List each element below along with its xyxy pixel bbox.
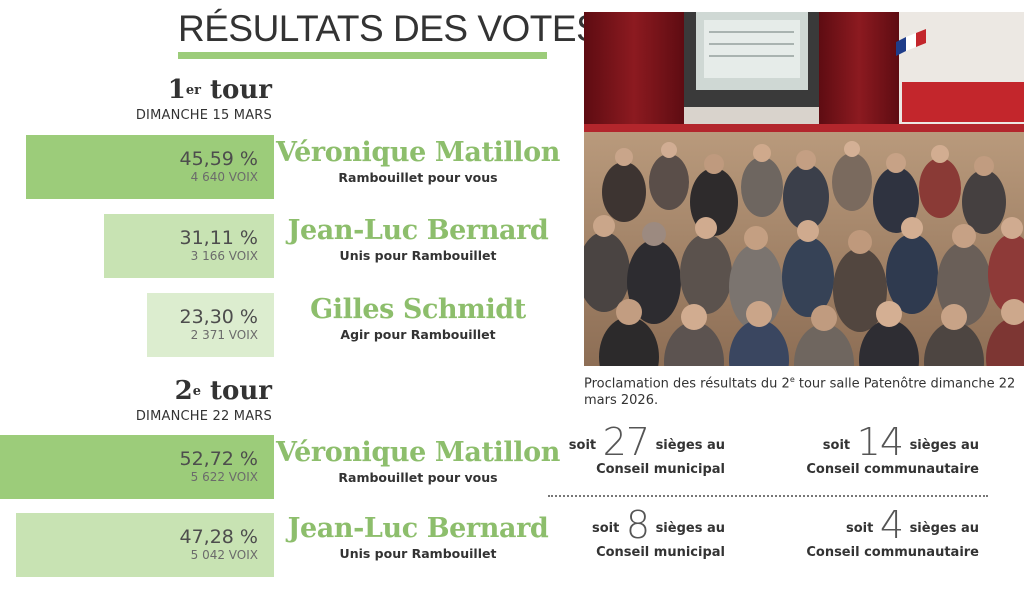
crowd-hall-illustration [584,12,1024,366]
round1-bar-schmidt: 23,30 % 2 371 VOIX [147,293,274,357]
candidate-name: Jean-Luc Bernard [287,513,549,544]
candidate-list: Rambouillet pour vous [338,470,498,485]
candidate-list: Rambouillet pour vous [338,170,498,185]
round2-date: DIMANCHE 22 MARS [135,409,272,424]
round2-header: 2e tour DIMANCHE 22 MARS [136,377,272,424]
round2-votes-matillon: 5 622 VOIX [190,470,258,484]
round1-candidate-bernard: Jean-Luc Bernard Unis pour Rambouillet [273,215,563,264]
round1-candidate-schmidt: Gilles Schmidt Agir pour Rambouillet [273,294,563,343]
seat-count: 4 [879,503,904,547]
round1-votes-schmidt: 2 371 VOIX [190,328,258,342]
seat-count: 27 [602,420,650,464]
round1-header: 1er tour DIMANCHE 15 MARS [136,76,272,123]
round2-bar-matillon: 52,72 % 5 622 VOIX [0,435,274,499]
round1-title: 1er tour [167,75,272,105]
candidate-name: Gilles Schmidt [310,294,526,325]
seat-body: Conseil communautaire [806,545,979,560]
candidate-name: Véronique Matillon [276,137,560,168]
round1-candidate-matillon: Véronique Matillon Rambouillet pour vous [273,137,563,186]
proclamation-photo [584,12,1024,366]
round1-percent-schmidt: 23,30 % [179,306,259,328]
seats-matillon-municipal: soit 27 sièges au Conseil municipal [568,420,725,477]
round1-votes-matillon: 4 640 VOIX [190,170,258,184]
round2-votes-bernard: 5 042 VOIX [190,548,258,562]
round1-date: DIMANCHE 15 MARS [135,108,272,123]
seat-body: Conseil municipal [596,545,725,560]
round1-bar-bernard: 31,11 % 3 166 VOIX [104,214,274,278]
candidate-list: Agir pour Rambouillet [340,327,496,342]
candidate-name: Jean-Luc Bernard [287,215,549,246]
candidate-list: Unis pour Rambouillet [339,546,497,561]
round2-candidate-bernard: Jean-Luc Bernard Unis pour Rambouillet [273,513,563,562]
page-title: RÉSULTATS DES VOTES [178,8,601,49]
round1-bar-matillon: 45,59 % 4 640 VOIX [25,135,274,199]
round1-votes-bernard: 3 166 VOIX [190,249,258,263]
dotted-divider [548,495,988,497]
seats-matillon-communautaire: soit 14 sièges au Conseil communautaire [806,420,979,477]
round2-title: 2e tour [174,376,272,406]
candidate-list: Unis pour Rambouillet [339,248,497,263]
round1-percent-matillon: 45,59 % [179,148,259,170]
seat-body: Conseil municipal [596,462,725,477]
round1-percent-bernard: 31,11 % [179,227,259,249]
title-underline [178,52,547,59]
photo-caption: Proclamation des résultats du 2e tour sa… [584,375,1016,409]
crowd [584,141,1024,366]
candidate-name: Véronique Matillon [276,437,560,468]
seat-count: 14 [856,420,904,464]
seat-body: Conseil communautaire [806,462,979,477]
round2-bar-bernard: 47,28 % 5 042 VOIX [16,513,274,577]
seats-bernard-communautaire: soit 4 sièges au Conseil communautaire [806,503,979,560]
round2-percent-bernard: 47,28 % [179,526,259,548]
seats-bernard-municipal: soit 8 sièges au Conseil municipal [591,503,725,560]
round2-percent-matillon: 52,72 % [179,448,259,470]
round2-candidate-matillon: Véronique Matillon Rambouillet pour vous [273,437,563,486]
seat-count: 8 [625,503,650,547]
